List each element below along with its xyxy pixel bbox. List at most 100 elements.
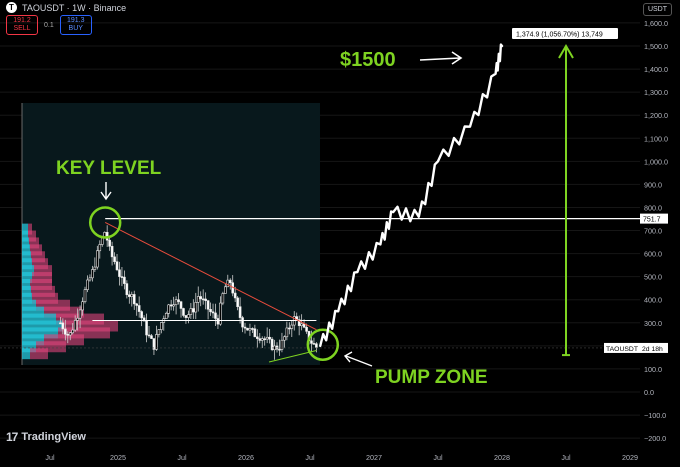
candle-body (132, 294, 136, 305)
sell-label: SELL (13, 25, 31, 32)
candle-body (83, 289, 87, 303)
x-tick-label: 2028 (494, 453, 510, 462)
volume-profile-bar-pink (36, 299, 70, 311)
candle-body (98, 244, 102, 252)
x-tick-label: 2025 (110, 453, 126, 462)
candle-body (312, 343, 316, 345)
volume-profile-bar-pink (31, 251, 45, 263)
candle-body (258, 338, 262, 341)
candle-body (174, 299, 178, 305)
y-tick-label: 600.0 (644, 250, 662, 259)
candle-body (209, 308, 212, 313)
volume-profile-bar-pink (30, 244, 42, 256)
target-arrow-icon (419, 51, 463, 65)
candle-body (78, 309, 82, 319)
candle-body (177, 299, 180, 303)
candle-body (59, 322, 62, 325)
x-tick-label: Jul (433, 453, 443, 462)
candle-body (278, 348, 281, 351)
y-tick-label: 100.0 (644, 365, 662, 374)
volume-profile-bar-blue (22, 320, 62, 332)
y-tick-label: 900.0 (644, 180, 662, 189)
candle-body (96, 250, 99, 268)
candle-body (164, 313, 168, 319)
measure-label: 1,374.9 (1,056.70%) 13,749 (516, 32, 603, 39)
candle-body (66, 333, 70, 336)
candle-body (290, 324, 294, 329)
volume-profile-bar-blue (22, 223, 28, 235)
x-tick-label: 2026 (238, 453, 254, 462)
candle-body (147, 334, 151, 337)
candle-body (224, 286, 227, 294)
key-level-arrow-icon (100, 182, 112, 201)
y-tick-label: −100.0 (644, 411, 666, 420)
candle-body (135, 303, 139, 306)
x-tick-label: 2027 (366, 453, 382, 462)
countdown-label: 2d 18h (642, 346, 663, 353)
volume-profile-bar-blue (22, 313, 56, 325)
candle-body (233, 292, 237, 299)
symbol-header[interactable]: T TAOUSDT · 1W · Binance (6, 2, 126, 13)
candle-body (172, 304, 175, 307)
volume-profile-bar-pink (32, 258, 48, 270)
candle-body (206, 300, 210, 310)
candle-body (214, 312, 217, 319)
buy-button[interactable]: 191.3 BUY (59, 15, 92, 35)
y-tick-label: 400.0 (644, 296, 662, 305)
key-level-price-tag (640, 213, 668, 224)
candle-body (216, 318, 220, 325)
candle-body (137, 305, 141, 312)
candle-body (120, 276, 124, 278)
tradingview-mark-icon: 17 (6, 430, 18, 444)
volume-profile-bar-blue (22, 341, 36, 353)
buy-price: 191.3 (66, 17, 85, 24)
volume-profile-bar-pink (44, 334, 84, 346)
currency-selector[interactable]: USDT (642, 3, 672, 16)
volume-profile-bar-blue (22, 237, 29, 249)
candle-body (118, 269, 121, 277)
x-tick-label: Jul (177, 453, 187, 462)
volume-profile-bar-blue (22, 278, 30, 290)
y-tick-label: 0.0 (644, 388, 654, 397)
candle-body (199, 296, 203, 300)
volume-profile-bar-blue (22, 272, 32, 284)
candle-body (211, 311, 215, 314)
volume-profile-bar-pink (29, 237, 39, 249)
trade-buttons: 191.2 SELL 0.1 191.3 BUY (6, 15, 92, 35)
sell-button[interactable]: 191.2 SELL (6, 15, 38, 35)
pump-zone-arrow-icon (343, 351, 373, 367)
volume-profile-bar-blue (22, 265, 34, 277)
candle-body (248, 328, 252, 331)
volume-profile-bar-pink (36, 341, 66, 353)
candle-body (123, 276, 126, 284)
candle-body (297, 319, 301, 326)
measure-label-box (512, 28, 618, 39)
candle-body (128, 294, 131, 297)
candle-body (238, 306, 242, 318)
volume-profile-bar-blue (22, 230, 28, 242)
candle-body (201, 298, 205, 301)
projection-path (319, 43, 504, 348)
candle-body (253, 328, 257, 338)
candle-body (263, 338, 267, 341)
volume-profile-bar-pink (34, 265, 52, 277)
y-tick-label: 1,000.0 (644, 157, 668, 166)
candle-body (152, 338, 156, 350)
candle-body (155, 334, 158, 350)
candle-body (189, 308, 193, 315)
symbol-title: TAOUSDT · 1W · Binance (22, 2, 127, 13)
candle-body (76, 317, 79, 321)
volume-profile-bar-pink (62, 320, 118, 332)
candle-body (115, 261, 119, 271)
y-tick-label: 800.0 (644, 203, 662, 212)
volume-profile-bar-pink (31, 285, 55, 297)
candle-body (192, 308, 195, 313)
key-level-circle (88, 206, 122, 239)
candle-body (61, 322, 65, 330)
y-tick-label: 1,400.0 (644, 65, 668, 74)
volume-profile-bar-pink (58, 327, 110, 339)
volume-profile-bar-blue (22, 334, 44, 346)
candle-body (270, 338, 274, 351)
candle-body (184, 315, 188, 318)
